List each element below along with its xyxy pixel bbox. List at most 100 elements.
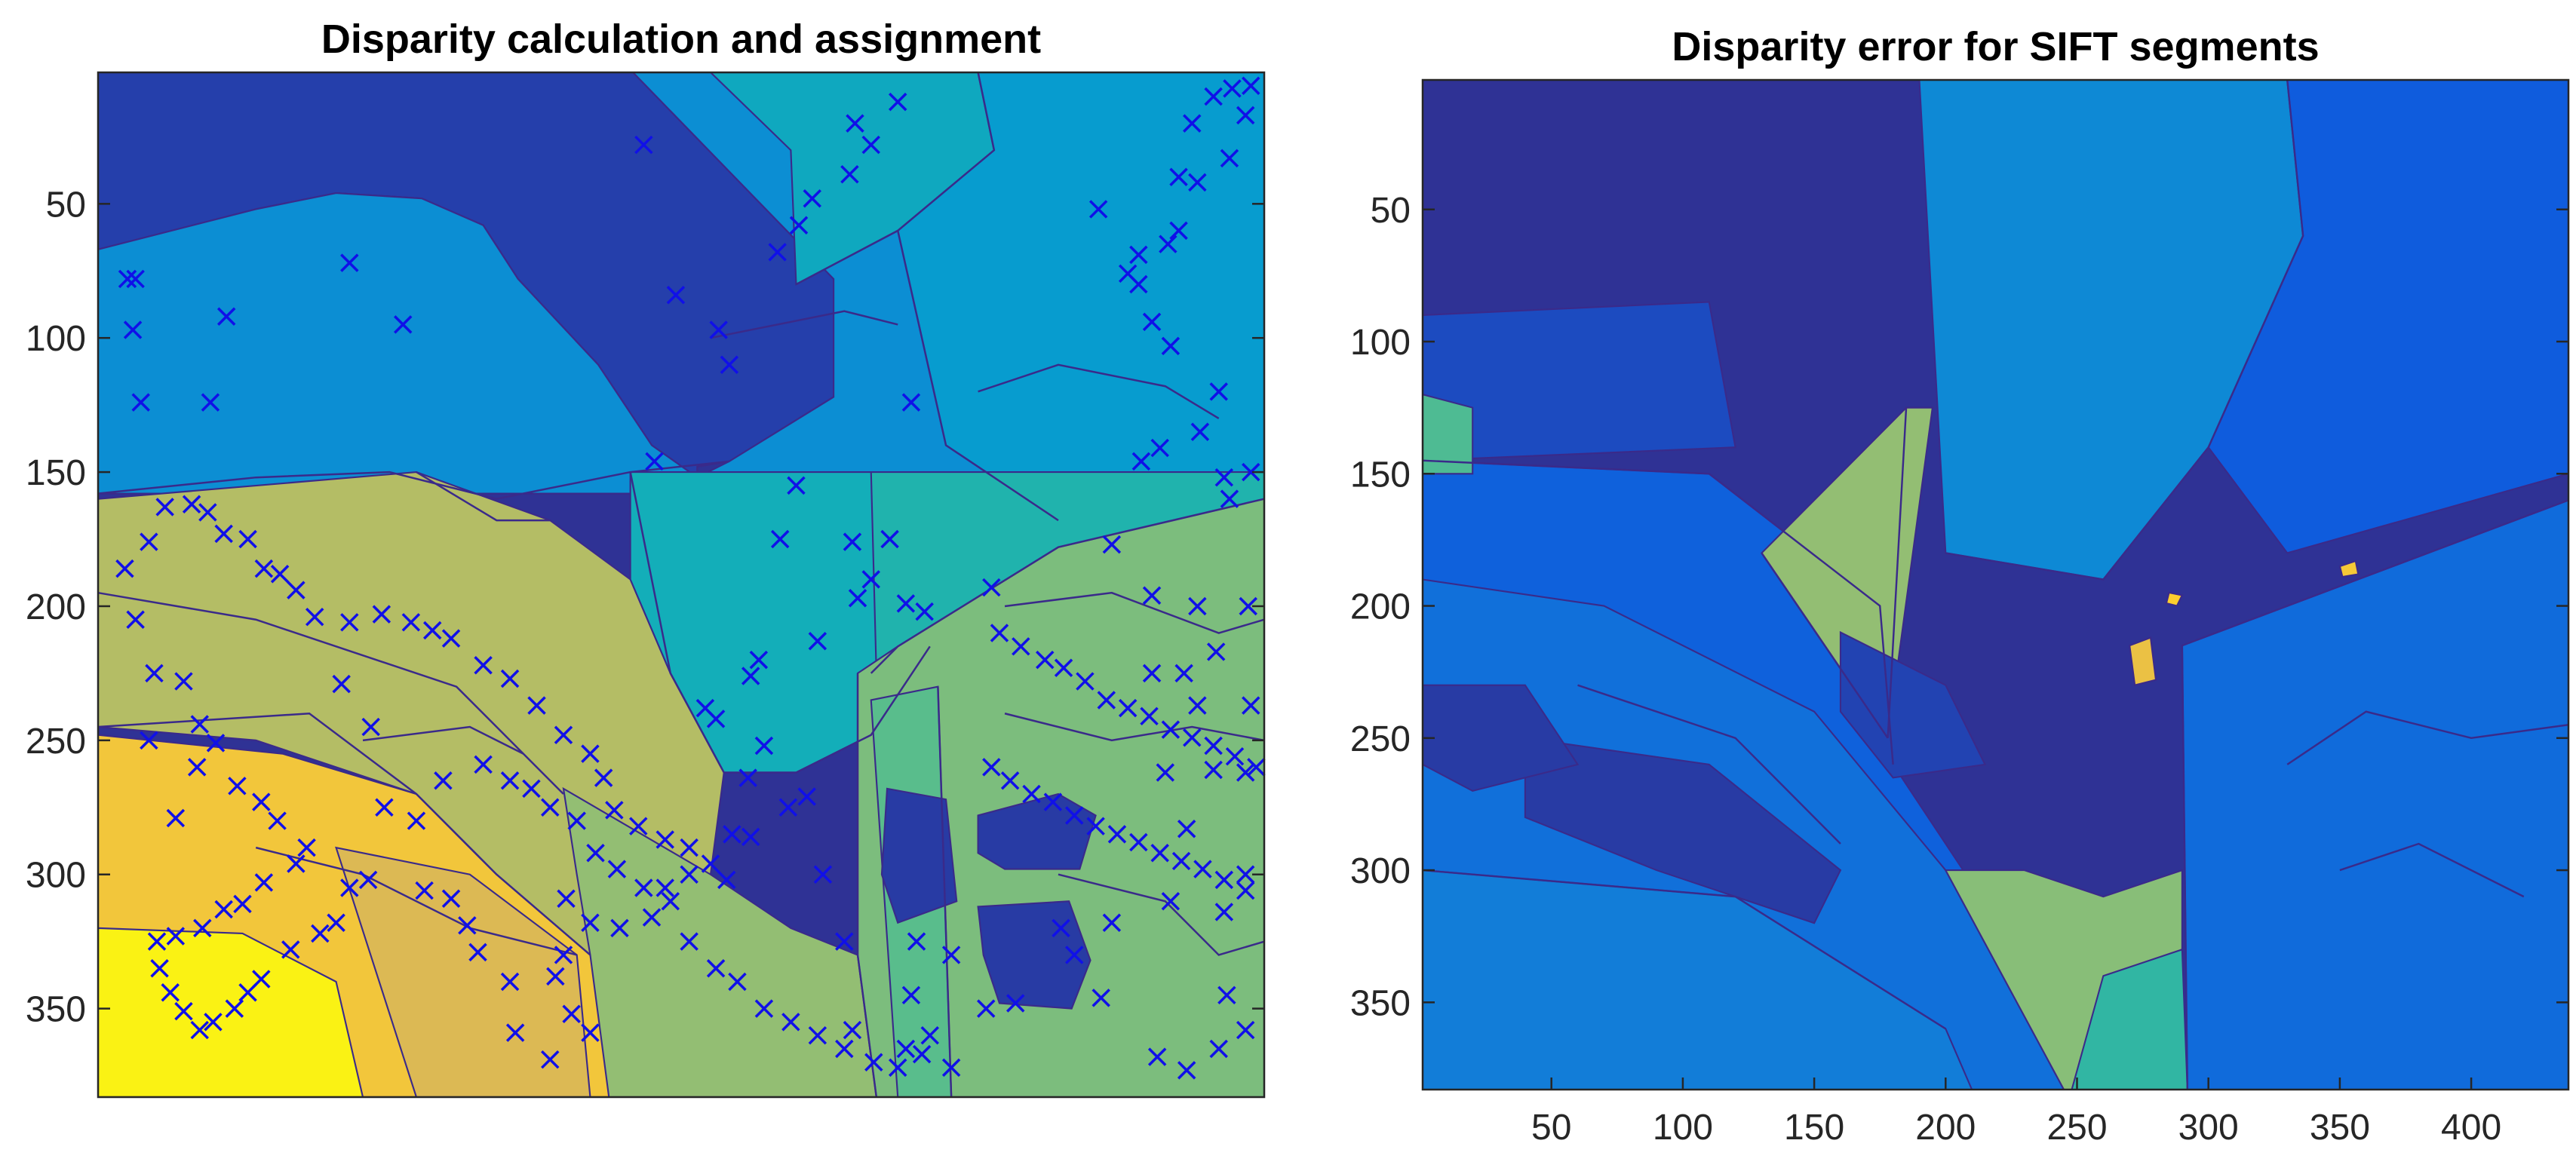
- keypoint-marker: [458, 916, 477, 935]
- keypoint-marker: [1236, 763, 1255, 782]
- keypoint-marker: [1242, 76, 1260, 96]
- keypoint-marker: [1214, 467, 1234, 487]
- keypoint-marker: [174, 672, 193, 691]
- heatmap-region: [977, 792, 1097, 870]
- keypoint-marker: [1065, 946, 1084, 964]
- keypoint-marker: [150, 959, 169, 978]
- keypoint-marker: [238, 529, 257, 549]
- keypoint-marker: [1174, 664, 1193, 683]
- plot-area: [98, 72, 1264, 1097]
- y-tick-label: 300: [1350, 851, 1411, 891]
- x-tick-label: 400: [2441, 1108, 2501, 1148]
- keypoint-marker: [1204, 760, 1223, 780]
- keypoint-marker: [562, 1004, 581, 1023]
- y-axis-ticks: 50 100 150 200 250 300 350: [26, 185, 1264, 1030]
- keypoint-marker: [738, 768, 757, 787]
- keypoint-marker: [287, 854, 305, 873]
- keypoint-marker: [706, 959, 726, 978]
- keypoint-marker: [1220, 489, 1239, 508]
- keypoint-marker: [770, 529, 790, 549]
- segment-boundary: [1761, 552, 1889, 739]
- keypoint-marker: [527, 696, 546, 715]
- keypoint-marker: [1142, 586, 1162, 605]
- keypoint-marker: [1242, 696, 1260, 715]
- keypoint-marker: [441, 889, 461, 908]
- keypoint-marker: [915, 602, 934, 621]
- keypoint-marker: [166, 927, 186, 946]
- keypoint-marker: [610, 918, 629, 938]
- keypoint-marker: [1225, 746, 1245, 766]
- plot-area: [1423, 80, 2568, 1090]
- keypoint-marker: [327, 913, 345, 932]
- keypoint-marker: [634, 135, 653, 155]
- keypoint-marker: [846, 114, 864, 133]
- keypoint-marker: [787, 476, 806, 495]
- heatmap-region: [2071, 948, 2188, 1090]
- keypoint-marker: [214, 524, 233, 544]
- keypoint-marker: [754, 999, 774, 1018]
- keypoint-marker: [594, 768, 613, 787]
- segment-boundary: [629, 471, 931, 774]
- y-tick-label: 350: [26, 990, 86, 1030]
- keypoint-marker: [982, 578, 1001, 597]
- y-tick-label: 50: [1371, 191, 1411, 231]
- keypoint-marker: [843, 1020, 862, 1040]
- keypoint-marker: [434, 771, 453, 790]
- keypoint-marker: [182, 495, 201, 514]
- keypoint-marker: [1193, 860, 1212, 878]
- keypoint-marker: [1204, 87, 1223, 106]
- keypoint-marker: [1188, 696, 1207, 715]
- heatmap-region: [2165, 591, 2184, 607]
- keypoint-marker: [1006, 994, 1025, 1013]
- keypoint-marker: [505, 1023, 525, 1042]
- keypoint-marker: [1129, 245, 1148, 265]
- keypoint-marker: [1177, 820, 1196, 838]
- y-tick-label: 250: [26, 722, 86, 762]
- keypoint-marker: [808, 631, 827, 651]
- segment-boundary: [795, 72, 996, 286]
- keypoint-marker: [781, 1013, 800, 1032]
- keypoint-marker: [166, 808, 186, 828]
- segment-boundary: [1423, 869, 1946, 1030]
- segment-boundary: [1887, 407, 1908, 738]
- keypoint-marker: [1159, 235, 1177, 253]
- keypoint-marker: [375, 798, 394, 817]
- keypoint-marker: [768, 243, 787, 262]
- keypoint-marker: [522, 779, 541, 799]
- keypoint-marker: [206, 734, 226, 753]
- keypoint-marker: [1129, 832, 1148, 852]
- keypoint-marker: [789, 216, 809, 235]
- keypoint-marker: [1223, 79, 1242, 98]
- keypoint-marker: [607, 860, 627, 878]
- keypoint-marker: [190, 715, 209, 734]
- x-tick-label: 100: [1653, 1108, 1713, 1148]
- keypoint-marker: [1131, 452, 1151, 471]
- keypoint-marker: [270, 565, 290, 584]
- keypoint-marker: [145, 664, 164, 683]
- segment-boundary: [98, 591, 564, 795]
- keypoint-marker: [861, 570, 880, 589]
- keypoint-marker: [1043, 792, 1063, 811]
- keypoint-marker: [1091, 989, 1110, 1007]
- keypoint-marker: [1088, 200, 1108, 219]
- heatmap-region: [1423, 301, 1736, 461]
- keypoint-marker: [901, 986, 921, 1005]
- keypoint-marker: [1242, 462, 1260, 482]
- keypoint-marker: [198, 503, 217, 522]
- keypoint-marker: [407, 811, 426, 830]
- keypoint-marker: [358, 870, 378, 890]
- keypoint-marker: [332, 674, 351, 694]
- keypoint-marker: [147, 932, 167, 951]
- keypoint-marker: [605, 801, 624, 820]
- segment-boundary: [2286, 710, 2568, 765]
- keypoint-marker: [803, 189, 821, 208]
- keypoint-marker: [990, 624, 1009, 642]
- keypoint-marker: [1209, 1039, 1228, 1059]
- keypoint-marker: [1190, 422, 1210, 441]
- panel-disparity-error: Disparity error for SIFT segments 50 100 1…: [1350, 24, 2570, 1148]
- keypoint-marker: [941, 946, 961, 964]
- keypoint-marker: [254, 559, 274, 578]
- keypoint-marker: [140, 731, 158, 750]
- keypoint-marker: [797, 787, 816, 806]
- keypoint-marker: [238, 983, 257, 1002]
